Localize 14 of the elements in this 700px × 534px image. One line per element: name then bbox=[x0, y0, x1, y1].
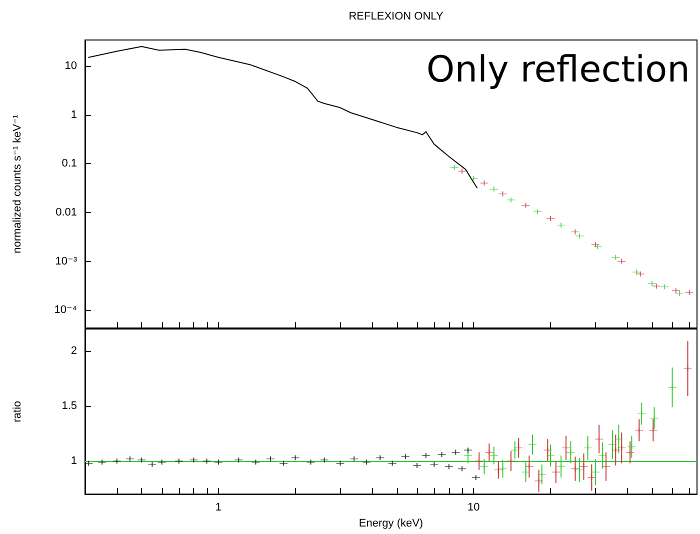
y-tick-label: 1 bbox=[70, 108, 77, 121]
y-axis-title: normalized counts s⁻¹ keV⁻¹ bbox=[12, 114, 24, 254]
chart-title: REFLEXION ONLY bbox=[348, 10, 444, 22]
y-tick-label: 0.1 bbox=[62, 158, 77, 170]
y-tick-label: 1.5 bbox=[62, 400, 77, 412]
y-tick-label: 0.01 bbox=[56, 206, 77, 218]
y-tick-label: 10⁻⁴ bbox=[54, 304, 78, 316]
y-tick-label: 2 bbox=[70, 345, 77, 358]
y-axis-title: ratio bbox=[12, 400, 24, 422]
y-tick-label: 1 bbox=[70, 455, 77, 468]
annotation: Only reflection bbox=[426, 50, 690, 90]
y-tick-label: 10 bbox=[64, 60, 77, 72]
x-axis-title: Energy (keV) bbox=[358, 518, 424, 530]
y-tick-label: 10⁻³ bbox=[55, 255, 78, 268]
